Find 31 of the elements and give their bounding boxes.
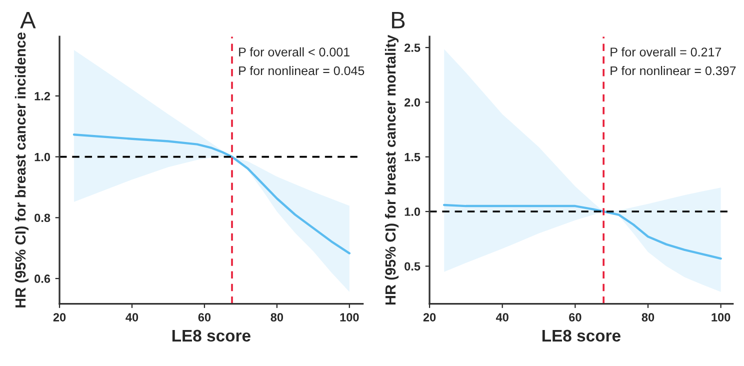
annotation: P for nonlinear = 0.045 (239, 66, 364, 76)
x-tick-label: 40 (496, 313, 508, 322)
x-tick-label: 20 (423, 313, 436, 322)
line-series (442, 204, 722, 260)
x-tick-label: 40 (126, 313, 138, 322)
y-axis-title: HR (95% CI) for breast cancer incidence (14, 32, 29, 308)
y-tick-label: 2.0 (404, 98, 420, 107)
x-axis-title: LE8 score (172, 330, 250, 342)
y-tick-label: 1.5 (404, 153, 420, 162)
x-tick-label: 80 (642, 313, 654, 322)
line-series (72, 133, 351, 254)
annotation: P for nonlinear = 0.397 (610, 66, 736, 76)
y-axis-title: HR (95% CI) for breast cancer mortality (384, 34, 399, 305)
x-tick-label: 100 (340, 313, 359, 322)
x-axis-title: LE8 score (542, 330, 620, 342)
y-tick-label: 1.2 (34, 92, 50, 100)
annotation: P for overall < 0.001 (239, 47, 350, 56)
chart-title: B (392, 12, 405, 28)
annotation: P for overall = 0.217 (610, 47, 722, 56)
y-tick-label: 1.0 (404, 208, 420, 216)
x-tick-label: 80 (270, 313, 284, 322)
x-tick-label: 100 (712, 313, 730, 322)
x-tick-label: 20 (53, 313, 66, 322)
y-tick-label: 0.6 (34, 274, 50, 283)
x-tick-label: 60 (198, 313, 211, 322)
y-tick-label: 2.5 (404, 44, 420, 52)
y-tick-label: 0.5 (404, 262, 420, 271)
chart-title: A (20, 12, 36, 28)
y-tick-label: 0.8 (34, 214, 50, 222)
x-tick-label: 60 (569, 313, 582, 322)
y-tick-label: 1.0 (34, 152, 50, 162)
